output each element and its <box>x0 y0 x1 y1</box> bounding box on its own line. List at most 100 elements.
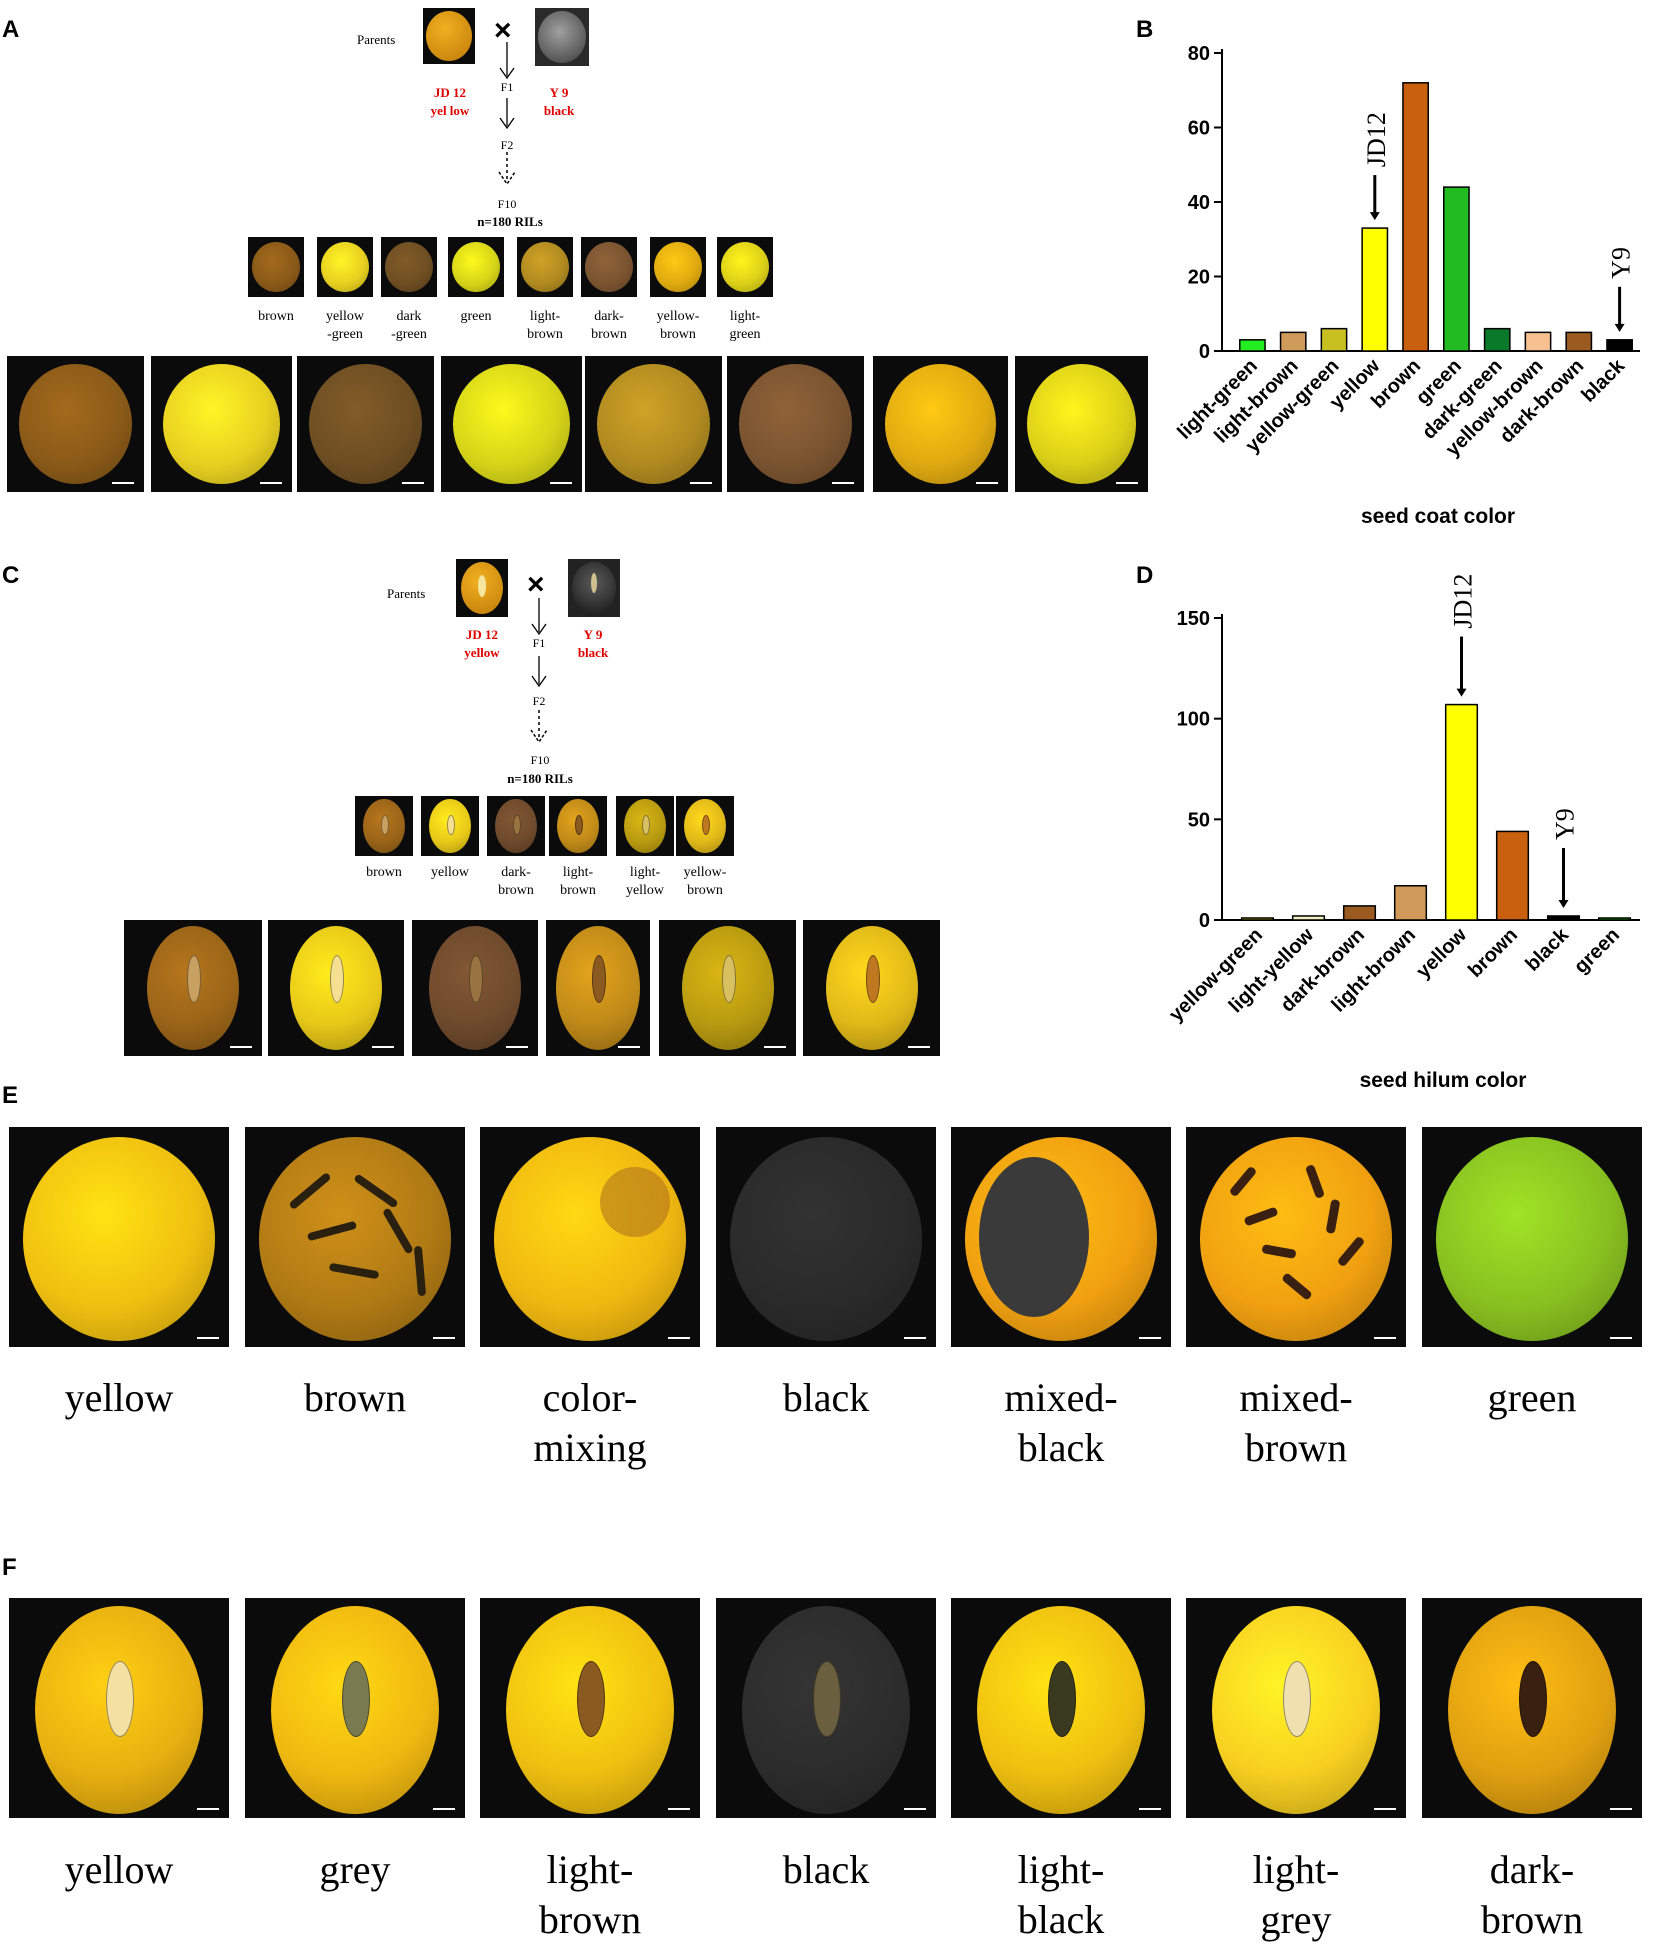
caption-e-6-line1: green <box>1487 1375 1577 1420</box>
gen-f10-c: F10 <box>530 753 550 767</box>
photo-a-5 <box>727 356 864 492</box>
category-label-c-3-line1: light- <box>562 865 594 880</box>
hilum-thumb <box>575 815 583 835</box>
parents-label-c: Parents <box>387 586 426 601</box>
photo-e-4 <box>951 1127 1171 1347</box>
caption-e-5-line2: brown <box>1244 1425 1348 1470</box>
category-label-a-5-line1: dark- <box>594 309 624 324</box>
seed <box>1436 1137 1628 1341</box>
bar-brown <box>1495 830 1530 921</box>
category-label-a-0: brown <box>238 308 314 326</box>
y-tick-label: 20 <box>1188 267 1210 289</box>
parent1-name-text-c: JD 12 <box>465 627 499 642</box>
category-label-c-5-line1: yellow- <box>683 865 727 880</box>
hilum <box>187 955 201 1003</box>
category-label-c-5-line2: brown <box>687 882 723 898</box>
y-tick-label: 0 <box>1199 341 1210 363</box>
scale-bar <box>197 1337 219 1339</box>
category-label-c-2-line2: brown <box>498 882 534 898</box>
x-tick-label: green <box>1570 924 1624 978</box>
thumbnail-c-1 <box>421 796 479 856</box>
bar-light-yellow <box>1291 915 1326 921</box>
gen-f1-a: F1 <box>500 80 514 94</box>
panel-label-e: E <box>2 1082 19 1109</box>
seed-thumb <box>385 242 433 292</box>
seed-hilum-color-chart: 050100150yellow-greenlight-yellowdark-br… <box>1165 574 1640 1092</box>
category-label-c-2-line1: dark- <box>501 865 531 880</box>
hilum <box>865 955 880 1003</box>
category-label-a-1-line1: yellow <box>325 309 365 324</box>
caption-f-2-line1: light- <box>546 1847 634 1892</box>
photo-a-4 <box>585 356 722 492</box>
photo-f-6 <box>1422 1598 1642 1818</box>
parent1-name-a: JD 12 yel low <box>415 84 485 120</box>
parents-label-a: Parents <box>357 32 396 47</box>
seed <box>19 364 132 484</box>
caption-e-5: mixed-brown <box>1176 1373 1416 1473</box>
category-label-c-1: yellow <box>411 864 489 882</box>
category-label-a-2-line2: -green <box>391 326 427 342</box>
bar-green <box>1443 186 1470 352</box>
caption-f-6-line1: dark- <box>1489 1847 1575 1892</box>
cross-symbol-c: × <box>527 568 545 601</box>
caption-e-6: green <box>1412 1373 1652 1423</box>
photo-f-5 <box>1186 1598 1406 1818</box>
hilum-thumb <box>642 815 650 835</box>
scale-bar <box>260 482 282 484</box>
caption-f-6: dark-brown <box>1412 1845 1652 1945</box>
gen-f2-c: F2 <box>532 694 546 708</box>
category-label-a-1: yellow -green <box>307 308 383 343</box>
hilum <box>1048 1661 1076 1737</box>
category-label-c-3: light-brown <box>539 864 617 899</box>
category-label-a-5-line2: brown <box>591 326 627 342</box>
bar-dark-brown <box>1342 905 1377 921</box>
bar-brown <box>1402 82 1429 352</box>
caption-e-1: brown <box>235 1373 475 1423</box>
photo-e-6 <box>1422 1127 1642 1347</box>
category-label-c-0-line1: brown <box>366 865 402 880</box>
bar-light-green <box>1239 339 1266 352</box>
parent1-color-text-a: yel low <box>430 103 470 118</box>
seed <box>730 1137 922 1341</box>
photo-e-2 <box>480 1127 700 1347</box>
scale-bar <box>690 482 712 484</box>
parent1-name-text-a: JD 12 <box>433 85 467 100</box>
patch <box>600 1167 670 1237</box>
category-label-a-7-line1: light- <box>729 309 761 324</box>
category-label-a-4: light-brown <box>507 308 583 343</box>
scale-bar <box>1610 1808 1632 1810</box>
photo-a-6 <box>873 356 1008 492</box>
bar-dark-green <box>1483 327 1511 352</box>
thumbnail-a-2 <box>381 237 437 297</box>
scale-bar <box>1374 1808 1396 1810</box>
thumbnail-a-6 <box>650 237 706 297</box>
seed-coat-color-chart: 020406080light-greenlight-brownyellow-gr… <box>1173 43 1640 528</box>
category-label-a-6-line1: yellow- <box>656 309 700 324</box>
seed <box>23 1137 215 1341</box>
annotation-arrowhead <box>1558 899 1569 908</box>
bar-yellow-green <box>1240 917 1275 921</box>
seed-thumb <box>321 242 369 292</box>
category-label-a-1-line2: -green <box>327 326 363 342</box>
photo-c-1 <box>268 920 404 1056</box>
bar-yellow <box>1361 227 1389 352</box>
scale-bar <box>1610 1337 1632 1339</box>
seed <box>453 364 570 484</box>
caption-f-1-line1: grey <box>319 1847 391 1892</box>
caption-e-3-line1: black <box>782 1375 870 1420</box>
parent1-color-text-c: yellow <box>464 645 500 660</box>
caption-f-4-line1: light- <box>1017 1847 1105 1892</box>
photo-e-3 <box>716 1127 936 1347</box>
photo-a-3 <box>441 356 582 492</box>
thumbnail-c-4 <box>616 796 674 856</box>
thumbnail-c-3 <box>549 796 607 856</box>
photo-a-1 <box>151 356 292 492</box>
x-tick-label: yellow <box>1412 924 1471 983</box>
annotation-label: Y9 <box>1607 247 1636 279</box>
panel-label-b: B <box>1136 16 1154 43</box>
scale-bar <box>550 482 572 484</box>
bar-black <box>1606 339 1633 352</box>
bar-light-brown <box>1393 885 1428 921</box>
black-patch <box>979 1157 1089 1317</box>
photo-e-0 <box>9 1127 229 1347</box>
